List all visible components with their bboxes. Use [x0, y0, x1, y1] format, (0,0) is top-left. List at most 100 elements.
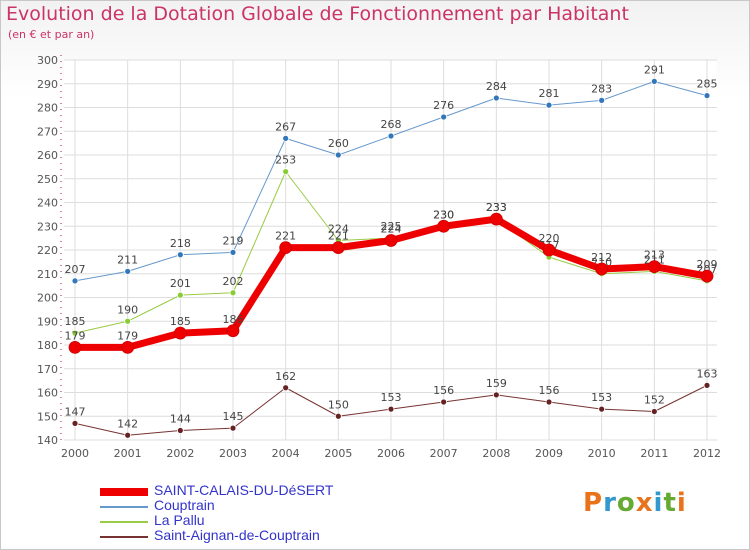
data-point [387, 132, 395, 140]
data-label: 147 [65, 405, 86, 418]
data-label: 233 [486, 201, 507, 214]
y-tick-label: 200 [37, 292, 58, 305]
data-label: 213 [644, 249, 665, 262]
data-point [331, 241, 345, 255]
x-tick-label: 2009 [535, 447, 563, 460]
data-label: 253 [275, 154, 296, 167]
legend: SAINT-CALAIS-DU-DéSERT Couptrain La Pall… [100, 482, 430, 544]
data-label: 201 [170, 277, 191, 290]
data-point [176, 291, 184, 299]
data-label: 225 [381, 220, 402, 233]
data-label: 224 [381, 223, 402, 236]
y-tick-label: 280 [37, 102, 58, 115]
legend-swatch-la-pallu [100, 521, 148, 523]
x-tick-label: 2005 [324, 447, 352, 460]
data-label: 220 [539, 232, 560, 245]
data-label: 179 [65, 329, 86, 342]
data-point [650, 408, 658, 415]
data-label: 219 [223, 234, 244, 247]
data-label: 150 [328, 398, 349, 411]
data-point [176, 427, 184, 434]
x-tick-label: 2001 [114, 447, 142, 460]
data-point [71, 329, 79, 337]
y-tick-label: 250 [37, 173, 58, 186]
data-point [229, 248, 237, 256]
data-label: 221 [275, 230, 296, 243]
data-point [334, 151, 342, 159]
x-tick-label: 2011 [640, 447, 668, 460]
data-label: 230 [433, 208, 454, 221]
y-tick-label: 260 [37, 149, 58, 162]
data-point [229, 289, 237, 297]
x-tick-label: 2004 [272, 447, 300, 460]
logo-letter: i [676, 488, 687, 518]
legend-swatch-saint-aignan [100, 536, 148, 538]
data-point [71, 419, 79, 427]
x-tick-label: 2008 [482, 447, 510, 460]
x-tick-label: 2006 [377, 447, 405, 460]
y-tick-label: 140 [37, 434, 58, 447]
proxiti-logo: Proxiti [583, 488, 687, 518]
data-point [437, 219, 451, 233]
legend-item: Saint-Aignan-de-Couptrain [100, 527, 430, 544]
logo-letter: r [603, 488, 617, 518]
data-label: 156 [433, 384, 454, 397]
data-point [440, 113, 448, 121]
data-point [173, 326, 187, 340]
logo-letter: o [616, 488, 636, 518]
data-point [282, 384, 290, 392]
data-label: 283 [591, 82, 612, 95]
data-label: 209 [697, 258, 718, 271]
y-tick-label: 150 [37, 410, 58, 423]
legend-label: Couptrain [154, 497, 215, 513]
data-point [282, 134, 290, 142]
x-tick-label: 2007 [430, 447, 458, 460]
data-label: 145 [223, 410, 244, 423]
data-label: 284 [486, 80, 507, 93]
data-point [542, 243, 556, 257]
y-tick-label: 300 [37, 54, 58, 67]
chart-title: Evolution de la Dotation Globale de Fonc… [6, 3, 629, 25]
data-label: 285 [697, 78, 718, 91]
data-label: 142 [117, 417, 138, 430]
data-label: 153 [381, 391, 402, 404]
data-point [489, 212, 503, 226]
data-label: 212 [591, 251, 612, 264]
logo-letter: t [663, 488, 677, 518]
data-label: 230 [433, 208, 454, 221]
x-tick-label: 2012 [693, 447, 721, 460]
logo-letter: P [583, 488, 604, 518]
legend-swatch-couptrain [100, 506, 148, 508]
legend-item: Couptrain [100, 497, 430, 514]
legend-item: La Pallu [100, 512, 430, 529]
logo-letter: i [653, 488, 664, 518]
data-point [492, 94, 500, 102]
data-point [124, 431, 132, 439]
chart-subtitle: (en € et par an) [8, 28, 95, 41]
data-point [440, 398, 448, 406]
data-point [545, 398, 553, 406]
y-tick-label: 180 [37, 339, 58, 352]
data-label: 276 [433, 99, 454, 112]
data-point [598, 96, 606, 104]
data-label: 218 [170, 237, 191, 250]
data-label: 202 [223, 275, 244, 288]
data-point [703, 92, 711, 100]
y-tick-label: 230 [37, 220, 58, 233]
legend-label: Saint-Aignan-de-Couptrain [154, 527, 320, 543]
data-label: 152 [644, 394, 665, 407]
data-point [71, 277, 79, 285]
data-label: 179 [117, 329, 138, 342]
y-tick-label: 210 [37, 268, 58, 281]
data-label: 268 [381, 118, 402, 131]
data-point [176, 251, 184, 259]
data-label: 233 [486, 201, 507, 214]
y-tick-label: 190 [37, 315, 58, 328]
data-point [124, 267, 132, 275]
legend-item: SAINT-CALAIS-DU-DéSERT [100, 482, 430, 499]
data-point [387, 405, 395, 413]
legend-label: SAINT-CALAIS-DU-DéSERT [154, 482, 334, 498]
x-tick-label: 2003 [219, 447, 247, 460]
data-point [384, 234, 398, 247]
